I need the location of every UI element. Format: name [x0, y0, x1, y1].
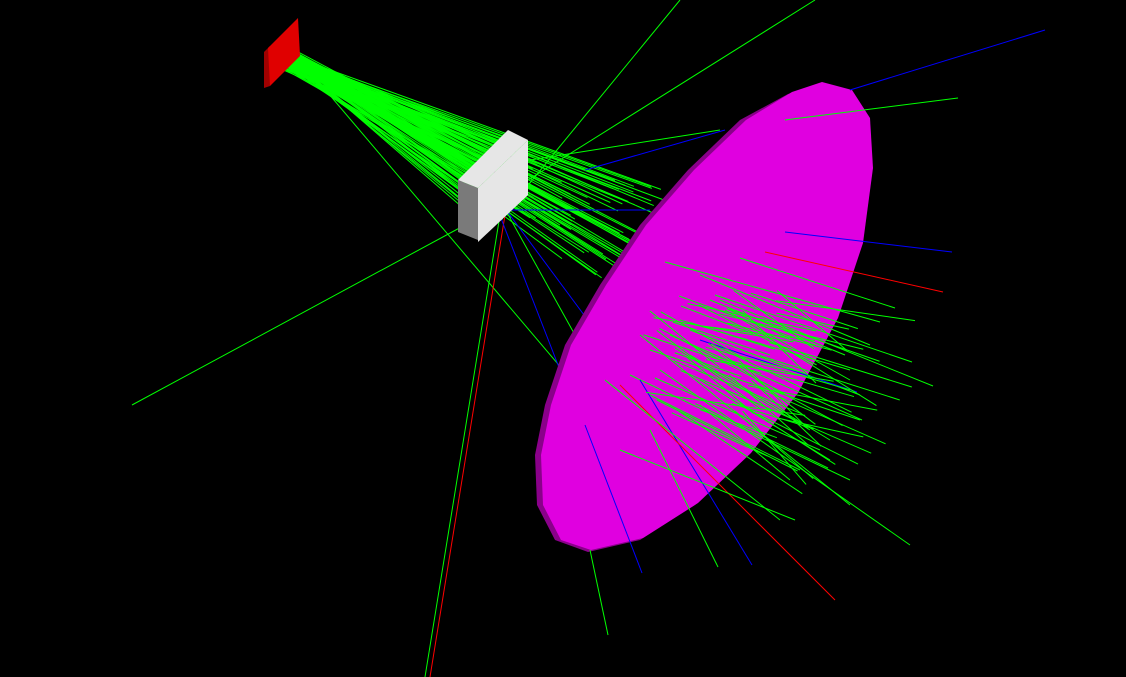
particle-track	[604, 379, 781, 521]
particle-track	[291, 49, 576, 213]
particle-track	[671, 412, 768, 457]
particle-track	[286, 49, 650, 268]
particle-track	[731, 403, 814, 430]
particle-track	[639, 379, 753, 566]
particle-track	[656, 329, 761, 409]
particle-track	[529, 129, 721, 161]
particle-track	[288, 60, 628, 262]
particle-track	[734, 410, 814, 480]
particle-track	[714, 294, 913, 363]
particle-track	[708, 342, 816, 425]
particle-track	[784, 97, 959, 121]
particle-track	[293, 64, 652, 202]
particle-track	[429, 214, 506, 677]
particle-track	[584, 424, 643, 574]
particle-track	[776, 312, 849, 330]
particle-track	[289, 57, 563, 260]
source-plate[interactable]	[264, 18, 300, 88]
particle-track	[287, 63, 590, 253]
particle-track	[643, 334, 762, 375]
particle-track	[690, 322, 775, 350]
particle-track	[299, 59, 581, 391]
particle-track	[285, 58, 645, 250]
particle-track	[654, 377, 821, 451]
particle-track	[750, 292, 859, 330]
particle-track	[649, 429, 719, 568]
particle-track	[709, 299, 846, 356]
particle-track	[629, 374, 851, 481]
particle-track	[680, 305, 753, 335]
particle-track	[699, 409, 778, 439]
particle-track	[728, 374, 809, 446]
tracks-in-front-of-detector	[584, 29, 1046, 636]
particle-track	[769, 341, 912, 388]
particle-track	[589, 549, 609, 636]
particle-track	[294, 62, 588, 198]
particle-track	[776, 300, 916, 322]
particle-track	[619, 449, 796, 521]
particle-track	[131, 224, 466, 406]
particle-track	[751, 379, 822, 447]
particle-track	[288, 53, 598, 273]
particle-track	[772, 387, 843, 426]
particle-track	[659, 328, 785, 394]
particle-track	[290, 56, 616, 267]
particle-track	[849, 29, 1046, 91]
particle-track	[489, 189, 561, 371]
particle-track	[685, 355, 755, 414]
particle-track	[291, 55, 662, 190]
particle-track	[284, 60, 480, 201]
particle-track	[757, 413, 859, 465]
particle-track	[705, 346, 804, 374]
particle-track	[284, 64, 635, 206]
particle-track	[672, 321, 771, 356]
particle-track	[727, 322, 832, 351]
particle-track	[290, 53, 658, 256]
particle-track	[680, 370, 796, 421]
particle-track	[584, 129, 726, 171]
particle-track	[649, 310, 720, 368]
particle-track	[738, 359, 809, 430]
particle-track	[698, 304, 817, 366]
particle-track	[764, 251, 944, 293]
particle-track	[699, 274, 871, 346]
particle-track	[659, 369, 911, 546]
target-block[interactable]	[458, 130, 528, 242]
particle-track	[717, 356, 855, 398]
particle-track	[695, 403, 829, 469]
target-block-face	[478, 140, 528, 242]
particle-track	[742, 410, 807, 485]
particle-track	[649, 394, 801, 471]
particle-track	[724, 309, 851, 381]
particle-track	[664, 261, 881, 323]
particle-track	[519, 0, 681, 196]
particle-track	[669, 334, 863, 421]
particle-track	[759, 355, 900, 401]
particle-track	[784, 231, 953, 253]
target-block-top	[458, 130, 528, 188]
particle-track	[649, 349, 861, 421]
particle-track	[776, 417, 864, 438]
particle-track	[294, 49, 599, 212]
particle-track	[739, 257, 896, 309]
particle-track	[726, 308, 790, 339]
particle-track	[645, 391, 806, 416]
particle-track	[739, 402, 836, 465]
particle-track	[673, 360, 802, 415]
particle-track	[678, 410, 803, 495]
target-block-side	[458, 180, 478, 240]
particle-track	[678, 295, 817, 347]
source-plate-face	[268, 18, 300, 86]
particle-track	[424, 214, 501, 677]
particle-track	[674, 352, 742, 378]
particle-track	[289, 60, 631, 258]
particle-track	[699, 404, 791, 481]
particle-track	[660, 311, 749, 362]
particle-track	[689, 354, 831, 441]
particle-track	[760, 363, 851, 391]
